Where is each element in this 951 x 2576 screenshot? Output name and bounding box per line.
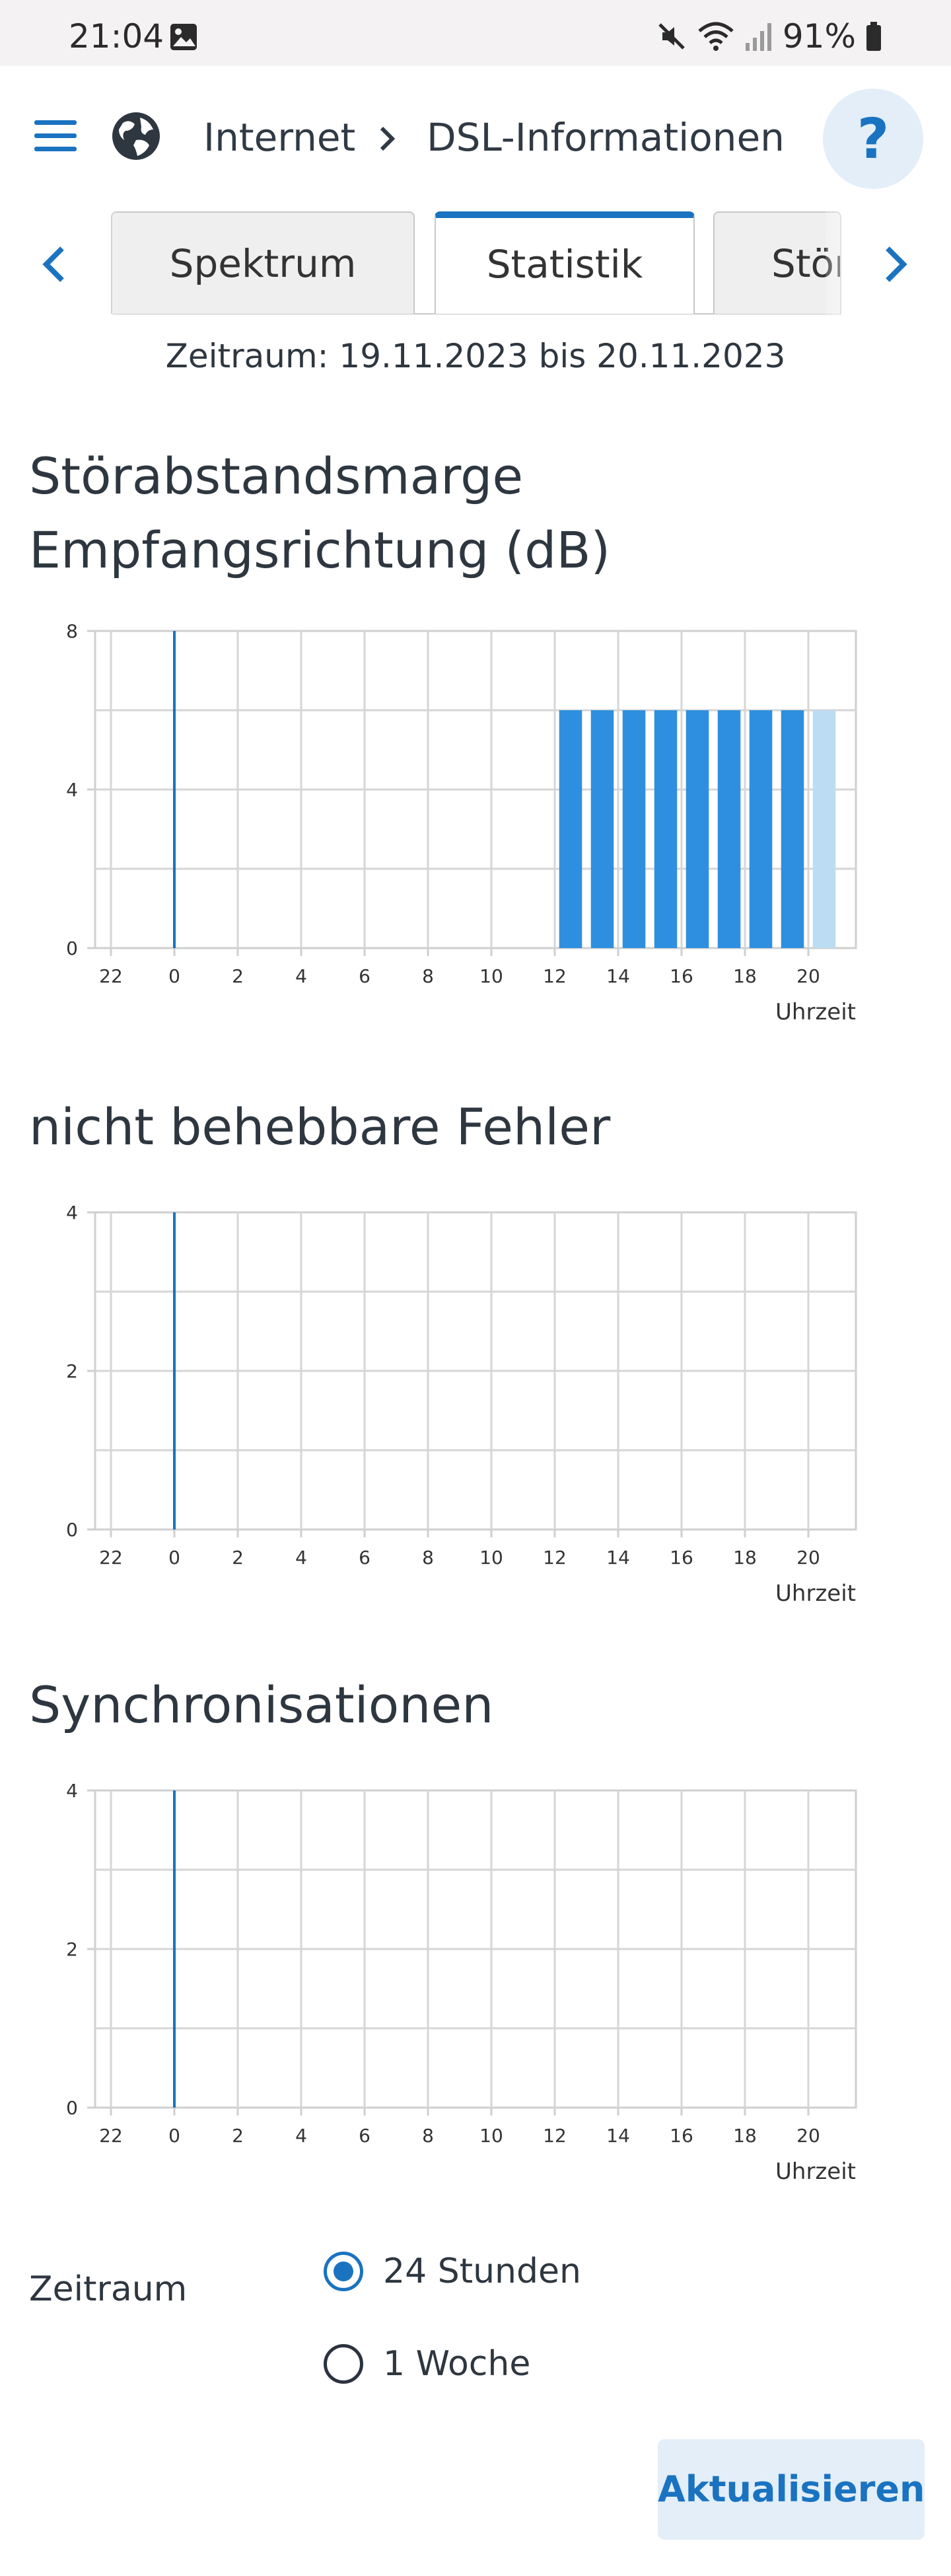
x-tick-label: 4 [295, 965, 307, 987]
chart-bar [654, 710, 678, 948]
x-tick-label: 18 [733, 2125, 757, 2147]
x-tick-label: 0 [168, 965, 180, 987]
help-button[interactable]: ? [823, 89, 923, 189]
x-tick-label: 4 [295, 1547, 307, 1568]
x-tick-label: 10 [479, 2125, 503, 2147]
x-tick-label: 8 [422, 2125, 434, 2147]
x-tick-label: 14 [606, 2125, 630, 2147]
chart-title-errors: nicht behebbare Fehler [29, 1097, 611, 1156]
hamburger-icon [34, 120, 77, 151]
y-tick-label: 2 [66, 1938, 78, 1960]
x-tick-label: 0 [168, 1547, 180, 1568]
chart-bar [812, 710, 836, 948]
radio-button-checked[interactable] [324, 2252, 363, 2291]
y-tick-label: 8 [66, 620, 78, 642]
tab-fade-right [826, 211, 878, 316]
uncorrectable-errors-chart: 0 2 4 22 0 2 4 6 8 10 12 14 16 18 20 Uhrzeit [66, 1202, 857, 1607]
x-tick-label: 12 [543, 1547, 567, 1568]
tab-spektrum[interactable]: Spektrum [111, 211, 415, 314]
x-tick-label: 2 [232, 965, 244, 987]
chart-bar [781, 710, 804, 948]
x-tick-label: 22 [99, 965, 123, 987]
y-tick-label: 0 [66, 2097, 78, 2119]
x-tick-label: 16 [670, 965, 693, 987]
chevron-right-icon [886, 246, 907, 282]
x-tick-label: 8 [422, 965, 434, 987]
radio-label-1-week: 1 Woche [383, 2344, 531, 2384]
signal-icon [745, 23, 771, 51]
snr-margin-chart: 0 4 8 22 0 2 4 6 8 10 12 14 16 18 20 Uhrzeit [66, 620, 857, 1025]
x-tick-label: 18 [733, 965, 757, 987]
y-tick-label: 2 [66, 1360, 78, 1382]
chart-bar [622, 710, 646, 948]
chart-bar [749, 710, 773, 948]
x-tick-label: 20 [796, 965, 820, 987]
tab-fade-left [79, 211, 119, 316]
chart-bar [686, 710, 709, 948]
y-tick-label: 4 [66, 1780, 78, 1802]
tab-bar: Spektrum Statistik Störsicherheit [0, 211, 951, 317]
breadcrumb-current: DSL-Informationen [427, 115, 785, 160]
refresh-button[interactable]: Aktualisieren [658, 2439, 925, 2540]
x-tick-label: 2 [232, 1547, 244, 1568]
app-header: Internet DSL-Informationen ? [0, 66, 951, 211]
chart-bar [559, 710, 582, 948]
radio-button-unchecked[interactable] [324, 2344, 363, 2384]
x-tick-label: 20 [796, 1547, 820, 1568]
menu-button[interactable] [32, 112, 79, 160]
chevron-right-icon [374, 123, 400, 157]
y-tick-label: 0 [66, 938, 78, 959]
x-tick-label: 14 [606, 1547, 630, 1568]
x-tick-label: 6 [359, 965, 370, 987]
globe-icon [110, 110, 162, 165]
wifi-icon [698, 22, 734, 51]
x-tick-label: 12 [543, 965, 567, 987]
chart-title-sync: Synchronisationen [29, 1675, 494, 1734]
x-tick-label: 16 [670, 2125, 693, 2147]
chart-bar [590, 710, 614, 948]
chevron-left-icon [42, 246, 64, 282]
x-tick-label: 20 [796, 2125, 820, 2147]
x-axis-label: Uhrzeit [775, 999, 856, 1025]
battery-icon [866, 22, 881, 51]
tab-scroll-right-button[interactable] [869, 238, 922, 291]
y-tick-label: 0 [66, 1519, 78, 1541]
x-tick-label: 22 [99, 2125, 123, 2147]
period-selector-label: Zeitraum [29, 2269, 188, 2309]
tab-stoersicherheit[interactable]: Störsicherheit [713, 211, 841, 314]
tab-statistik[interactable]: Statistik [435, 211, 695, 314]
chart-bar [717, 710, 741, 948]
mute-icon [658, 23, 685, 50]
x-axis-label: Uhrzeit [775, 2158, 856, 2185]
x-tick-label: 6 [359, 1547, 370, 1568]
tab-scroll-left-button[interactable] [28, 238, 81, 291]
x-tick-label: 10 [479, 1547, 503, 1568]
period-text: Zeitraum: 19.11.2023 bis 20.11.2023 [165, 337, 786, 375]
x-tick-label: 12 [543, 2125, 567, 2147]
x-tick-label: 16 [670, 1547, 693, 1568]
battery-percent: 91% [782, 17, 856, 55]
radio-24-hours[interactable]: 24 Stunden [324, 2252, 581, 2291]
tab-baseline [112, 313, 841, 314]
x-tick-label: 10 [479, 965, 503, 987]
x-tick-label: 6 [359, 2125, 370, 2147]
x-tick-label: 8 [422, 1547, 434, 1568]
x-tick-label: 14 [606, 965, 630, 987]
x-axis-label: Uhrzeit [775, 1580, 856, 1607]
y-tick-label: 4 [66, 1202, 78, 1224]
y-tick-label: 4 [66, 779, 78, 801]
x-tick-label: 4 [295, 2125, 307, 2147]
gallery-notification-icon [169, 22, 198, 54]
x-tick-label: 22 [99, 1547, 123, 1568]
status-bar: 21:04 91% [0, 0, 951, 66]
breadcrumb-parent[interactable]: Internet [203, 115, 356, 160]
status-time: 21:04 [69, 17, 164, 55]
x-tick-label: 0 [168, 2125, 180, 2147]
synchronizations-chart: 0 2 4 22 0 2 4 6 8 10 12 14 16 18 20 Uhrzeit [66, 1780, 857, 2185]
radio-1-week[interactable]: 1 Woche [324, 2344, 530, 2384]
chart-title-snr: Störabstandsmarge Empfangsrichtung (dB) [29, 447, 611, 579]
x-tick-label: 18 [733, 1547, 757, 1568]
x-tick-label: 2 [232, 2125, 244, 2147]
radio-label-24-hours: 24 Stunden [383, 2252, 581, 2291]
